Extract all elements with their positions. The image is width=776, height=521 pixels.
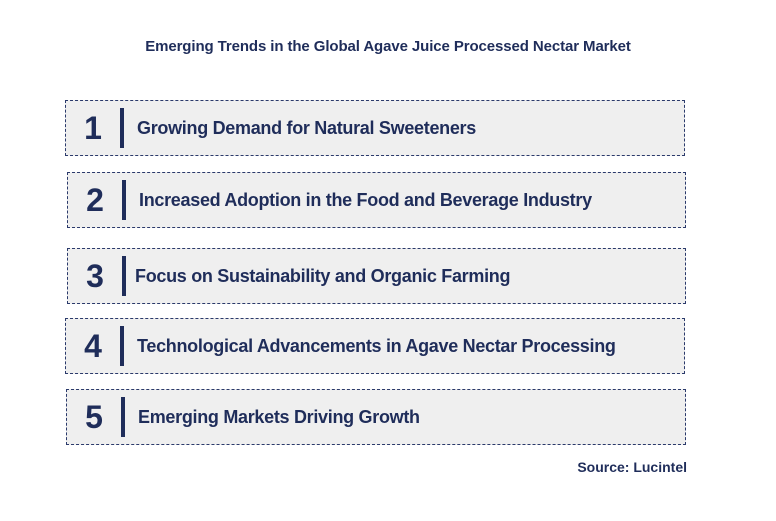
trend-label: Increased Adoption in the Food and Bever… xyxy=(139,189,592,210)
trend-divider xyxy=(122,180,126,220)
trend-number: 4 xyxy=(84,327,102,364)
trend-number: 5 xyxy=(85,398,103,435)
trend-divider xyxy=(121,397,125,437)
trend-item-1: 1 Growing Demand for Natural Sweeteners xyxy=(65,100,685,156)
diagram-title: Emerging Trends in the Global Agave Juic… xyxy=(145,38,631,55)
trend-label: Focus on Sustainability and Organic Farm… xyxy=(135,265,511,286)
trend-item-3: 3 Focus on Sustainability and Organic Fa… xyxy=(67,248,686,304)
trend-label: Technological Advancements in Agave Nect… xyxy=(137,335,616,356)
trend-divider xyxy=(122,256,126,296)
trend-number: 1 xyxy=(84,109,102,146)
trend-divider xyxy=(120,108,124,148)
trend-item-4: 4 Technological Advancements in Agave Ne… xyxy=(65,318,685,374)
trend-number: 3 xyxy=(86,257,104,294)
trend-label: Emerging Markets Driving Growth xyxy=(138,406,420,427)
trend-item-5: 5 Emerging Markets Driving Growth xyxy=(66,389,686,445)
trend-item-2: 2 Increased Adoption in the Food and Bev… xyxy=(67,172,686,228)
source-credit: Source: Lucintel xyxy=(577,459,687,475)
trend-number: 2 xyxy=(86,181,104,218)
trend-label: Growing Demand for Natural Sweeteners xyxy=(137,117,476,138)
trend-divider xyxy=(120,326,124,366)
